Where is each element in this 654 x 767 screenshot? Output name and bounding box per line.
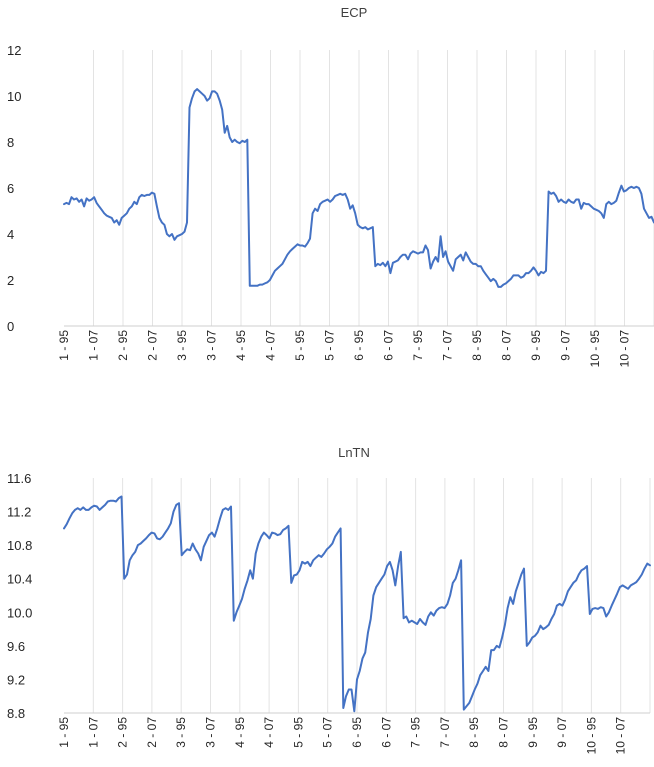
x-tick-label: 10 - 95 [584, 717, 598, 755]
x-tick-label: 7 - 95 [411, 330, 425, 361]
y-tick-label: 8.8 [7, 706, 25, 721]
y-tick-label: 11.6 [7, 471, 31, 486]
chart-title: LnTN [338, 445, 370, 460]
x-tick-label: 10 - 07 [618, 330, 632, 368]
chart-ecp: ECP 0 2 4 6 8 10 12 1 - 95 1 - 07 2 - 95 2 - 07 3 - … [0, 0, 654, 380]
x-tick-label: 8 - 07 [497, 717, 511, 748]
x-tick-label: 2 - 07 [146, 330, 160, 361]
x-tick-label: 9 - 95 [529, 330, 543, 361]
x-tick-label: 9 - 07 [559, 330, 573, 361]
x-tick-label: 5 - 07 [321, 717, 335, 748]
x-tick-label: 3 - 07 [204, 717, 218, 748]
x-tick-label: 8 - 95 [467, 717, 481, 748]
y-tick-label: 8 [7, 135, 14, 150]
x-tick-label: 2 - 95 [116, 717, 130, 748]
y-tick-label: 2 [7, 273, 14, 288]
y-tick-label: 10 [7, 89, 21, 104]
chart-title: ECP [341, 5, 368, 20]
y-tick-label: 11.2 [7, 505, 31, 520]
y-tick-label: 10.8 [7, 538, 32, 553]
x-tick-label: 4 - 07 [262, 717, 276, 748]
y-tick-label: 10.0 [7, 605, 32, 620]
x-tick-label: 6 - 95 [350, 717, 364, 748]
x-tick-label: 1 - 07 [87, 330, 101, 361]
x-tick-label: 2 - 95 [116, 330, 130, 361]
x-tick-label: 5 - 95 [291, 717, 305, 748]
x-tick-label: 8 - 95 [470, 330, 484, 361]
x-tick-label: 5 - 07 [323, 330, 337, 361]
x-tick-label: 4 - 95 [234, 330, 248, 361]
x-tick-label: 1 - 07 [86, 717, 100, 748]
x-tick-label: 6 - 07 [382, 330, 396, 361]
x-tick-label: 4 - 07 [264, 330, 278, 361]
y-tick-label: 9.2 [7, 672, 25, 687]
y-tick-label: 9.6 [7, 639, 25, 654]
x-tick-label: 2 - 07 [145, 717, 159, 748]
y-tick-label: 0 [7, 319, 14, 334]
x-tick-label: 1 - 95 [57, 330, 71, 361]
y-tick-label: 12 [7, 43, 21, 58]
y-tick-label: 4 [7, 227, 14, 242]
x-tick-label: 9 - 95 [526, 717, 540, 748]
x-tick-label: 5 - 95 [293, 330, 307, 361]
y-tick-label: 6 [7, 181, 14, 196]
x-tick-label: 7 - 07 [441, 330, 455, 361]
x-tick-label: 1 - 95 [57, 717, 71, 748]
x-tick-label: 6 - 95 [352, 330, 366, 361]
x-tick-label: 4 - 95 [233, 717, 247, 748]
x-tick-label: 8 - 07 [500, 330, 514, 361]
x-tick-label: 3 - 07 [205, 330, 219, 361]
x-tick-label: 10 - 07 [614, 717, 628, 755]
x-tick-label: 3 - 95 [174, 717, 188, 748]
x-tick-label: 9 - 07 [555, 717, 569, 748]
x-tick-label: 10 - 95 [588, 330, 602, 368]
y-tick-label: 10.4 [7, 572, 32, 587]
x-tick-label: 3 - 95 [175, 330, 189, 361]
x-tick-label: 6 - 07 [379, 717, 393, 748]
chart-lntn: LnTN 8.8 9.2 9.6 10.0 10.4 10.8 11.2 11.6 1 - 95 1… [0, 380, 654, 767]
x-tick-label: 7 - 07 [438, 717, 452, 748]
x-tick-label: 7 - 95 [409, 717, 423, 748]
